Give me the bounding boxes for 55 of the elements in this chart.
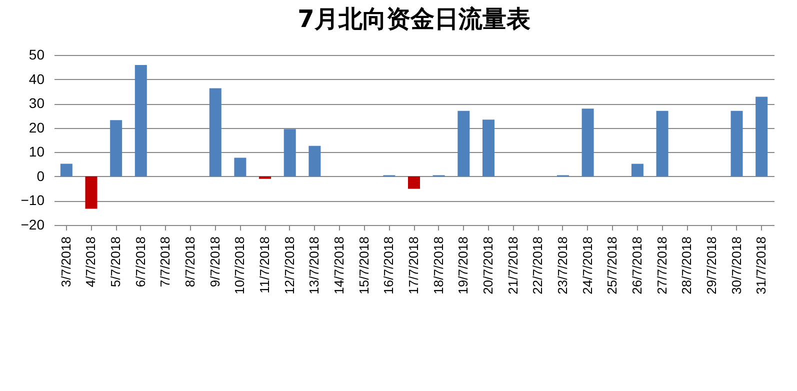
x-tick-label: 11/7/2018 <box>257 236 272 294</box>
x-tick-label: 16/7/2018 <box>381 236 396 294</box>
y-tick-label: 10 <box>28 144 45 160</box>
bar <box>110 120 122 176</box>
bar <box>85 176 98 209</box>
y-tick-label: 40 <box>28 70 45 87</box>
bar <box>582 108 594 176</box>
x-tick-label: 5/7/2018 <box>108 236 124 288</box>
bar <box>631 164 644 176</box>
x-tick-label: 7/7/2018 <box>158 236 173 288</box>
bar <box>458 110 470 176</box>
x-tick-label: 8/7/2018 <box>182 236 198 288</box>
bar <box>234 158 246 176</box>
x-tick-label: 12/7/2018 <box>282 236 297 294</box>
x-tick-label: 14/7/2018 <box>332 236 347 294</box>
x-tick-label: 3/7/2018 <box>58 236 74 288</box>
x-tick-label: 9/7/2018 <box>207 236 222 288</box>
bar <box>482 120 494 176</box>
x-tick-label: 15/7/2018 <box>356 236 372 294</box>
bar <box>60 164 72 176</box>
x-tick-label: 31/7/2018 <box>754 236 769 294</box>
bar <box>408 176 420 189</box>
y-tick-label: 30 <box>28 95 45 112</box>
bar <box>756 96 768 176</box>
y-tick-label: −20 <box>20 216 45 232</box>
x-tick-label: 25/7/2018 <box>604 236 620 294</box>
x-tick-label: 29/7/2018 <box>704 236 719 294</box>
x-tick-label: 17/7/2018 <box>406 236 421 294</box>
bar <box>134 64 147 176</box>
y-tick-label: 0 <box>36 168 45 184</box>
x-tick-label: 4/7/2018 <box>83 236 98 288</box>
x-tick-label: 19/7/2018 <box>456 236 471 294</box>
chart-title: 7月北向资金日流量表 <box>298 5 530 33</box>
x-tick-label: 26/7/2018 <box>629 236 644 294</box>
x-tick-label: 10/7/2018 <box>232 236 248 294</box>
x-tick-label: 20/7/2018 <box>480 236 496 294</box>
x-tick-label: 28/7/2018 <box>679 236 694 294</box>
x-tick-label: 24/7/2018 <box>580 236 595 294</box>
x-tick-label: 23/7/2018 <box>554 236 570 294</box>
bar <box>308 146 321 176</box>
bar <box>209 88 222 176</box>
x-tick-label: 27/7/2018 <box>654 236 670 294</box>
bar <box>656 110 668 176</box>
x-tick-label: 22/7/2018 <box>530 236 546 294</box>
bar <box>284 129 296 176</box>
bar <box>259 176 272 179</box>
y-tick-label: 20 <box>28 119 45 136</box>
y-tick-label: −10 <box>20 192 45 208</box>
y-tick-label: 50 <box>28 46 45 62</box>
x-tick-label: 30/7/2018 <box>728 236 744 294</box>
bar <box>730 110 743 176</box>
x-tick-label: 21/7/2018 <box>505 236 520 294</box>
x-tick-label: 6/7/2018 <box>132 236 148 288</box>
x-tick-label: 18/7/2018 <box>430 236 446 294</box>
x-tick-label: 13/7/2018 <box>306 236 322 294</box>
